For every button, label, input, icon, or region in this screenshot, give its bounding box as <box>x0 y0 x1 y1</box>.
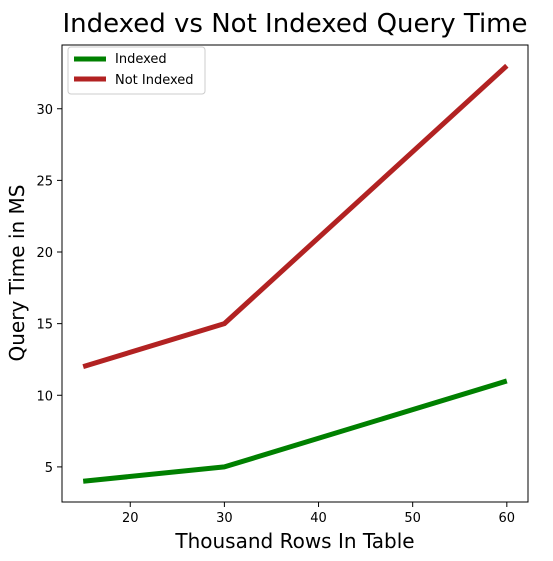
plot-area <box>61 44 529 503</box>
y-tick-label: 15 <box>36 318 53 333</box>
x-tick-label: 20 <box>122 511 139 526</box>
y-axis-ticks: 5 10 15 20 25 30 <box>36 103 62 476</box>
x-tick-label: 50 <box>404 511 421 526</box>
y-tick-label: 25 <box>36 174 53 189</box>
x-axis-label: Thousand Rows In Table <box>174 529 414 553</box>
indexed-series-line <box>82 378 508 484</box>
y-tick-label: 10 <box>36 389 53 404</box>
legend-indexed-label: Indexed <box>115 52 167 67</box>
series-layer <box>82 63 509 484</box>
x-tick-label: 60 <box>499 511 516 526</box>
legend-not-indexed-label: Not Indexed <box>115 73 194 88</box>
y-tick-label: 20 <box>36 246 53 261</box>
y-tick-label: 5 <box>45 461 53 476</box>
y-tick-label: 30 <box>36 103 53 118</box>
x-tick-label: 30 <box>216 511 233 526</box>
x-tick-label: 40 <box>310 511 327 526</box>
x-axis-ticks: 20 30 40 50 60 <box>122 502 515 526</box>
chart-title: Indexed vs Not Indexed Query Time <box>62 9 527 39</box>
y-axis-label: Query Time in MS <box>5 185 29 362</box>
not-indexed-series-line <box>82 63 509 370</box>
legend: Indexed Not Indexed <box>67 46 206 95</box>
